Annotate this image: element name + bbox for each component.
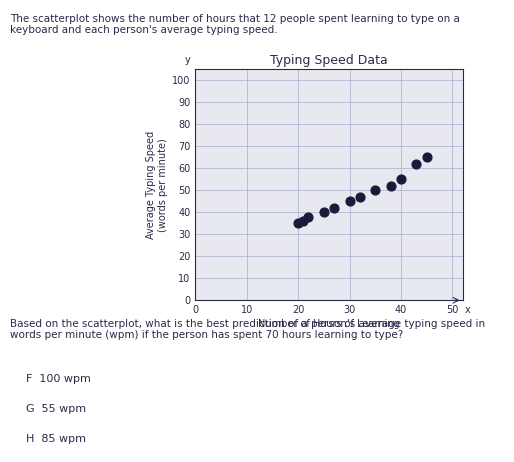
Point [423, 153, 431, 161]
Point [320, 209, 328, 216]
Point [330, 204, 338, 212]
Point [345, 198, 354, 205]
Text: x: x [465, 305, 471, 315]
Point [387, 182, 395, 189]
X-axis label: Number of Hours of Learning: Number of Hours of Learning [258, 319, 400, 329]
Point [397, 176, 405, 183]
Text: The scatterplot shows the number of hours that 12 people spent learning to type : The scatterplot shows the number of hour… [10, 14, 460, 36]
Point [304, 213, 313, 220]
Point [294, 219, 302, 227]
Point [356, 193, 364, 201]
Point [299, 218, 307, 225]
Y-axis label: Average Typing Speed
(words per minute): Average Typing Speed (words per minute) [146, 131, 168, 239]
Title: Typing Speed Data: Typing Speed Data [270, 54, 388, 67]
Text: H  85 wpm: H 85 wpm [26, 434, 86, 444]
Text: y: y [185, 55, 190, 65]
Text: G  55 wpm: G 55 wpm [26, 404, 86, 414]
Point [371, 187, 379, 194]
Text: F  100 wpm: F 100 wpm [26, 374, 90, 384]
Text: Based on the scatterplot, what is the best prediction of a person's average typi: Based on the scatterplot, what is the be… [10, 319, 485, 340]
Point [412, 160, 420, 168]
